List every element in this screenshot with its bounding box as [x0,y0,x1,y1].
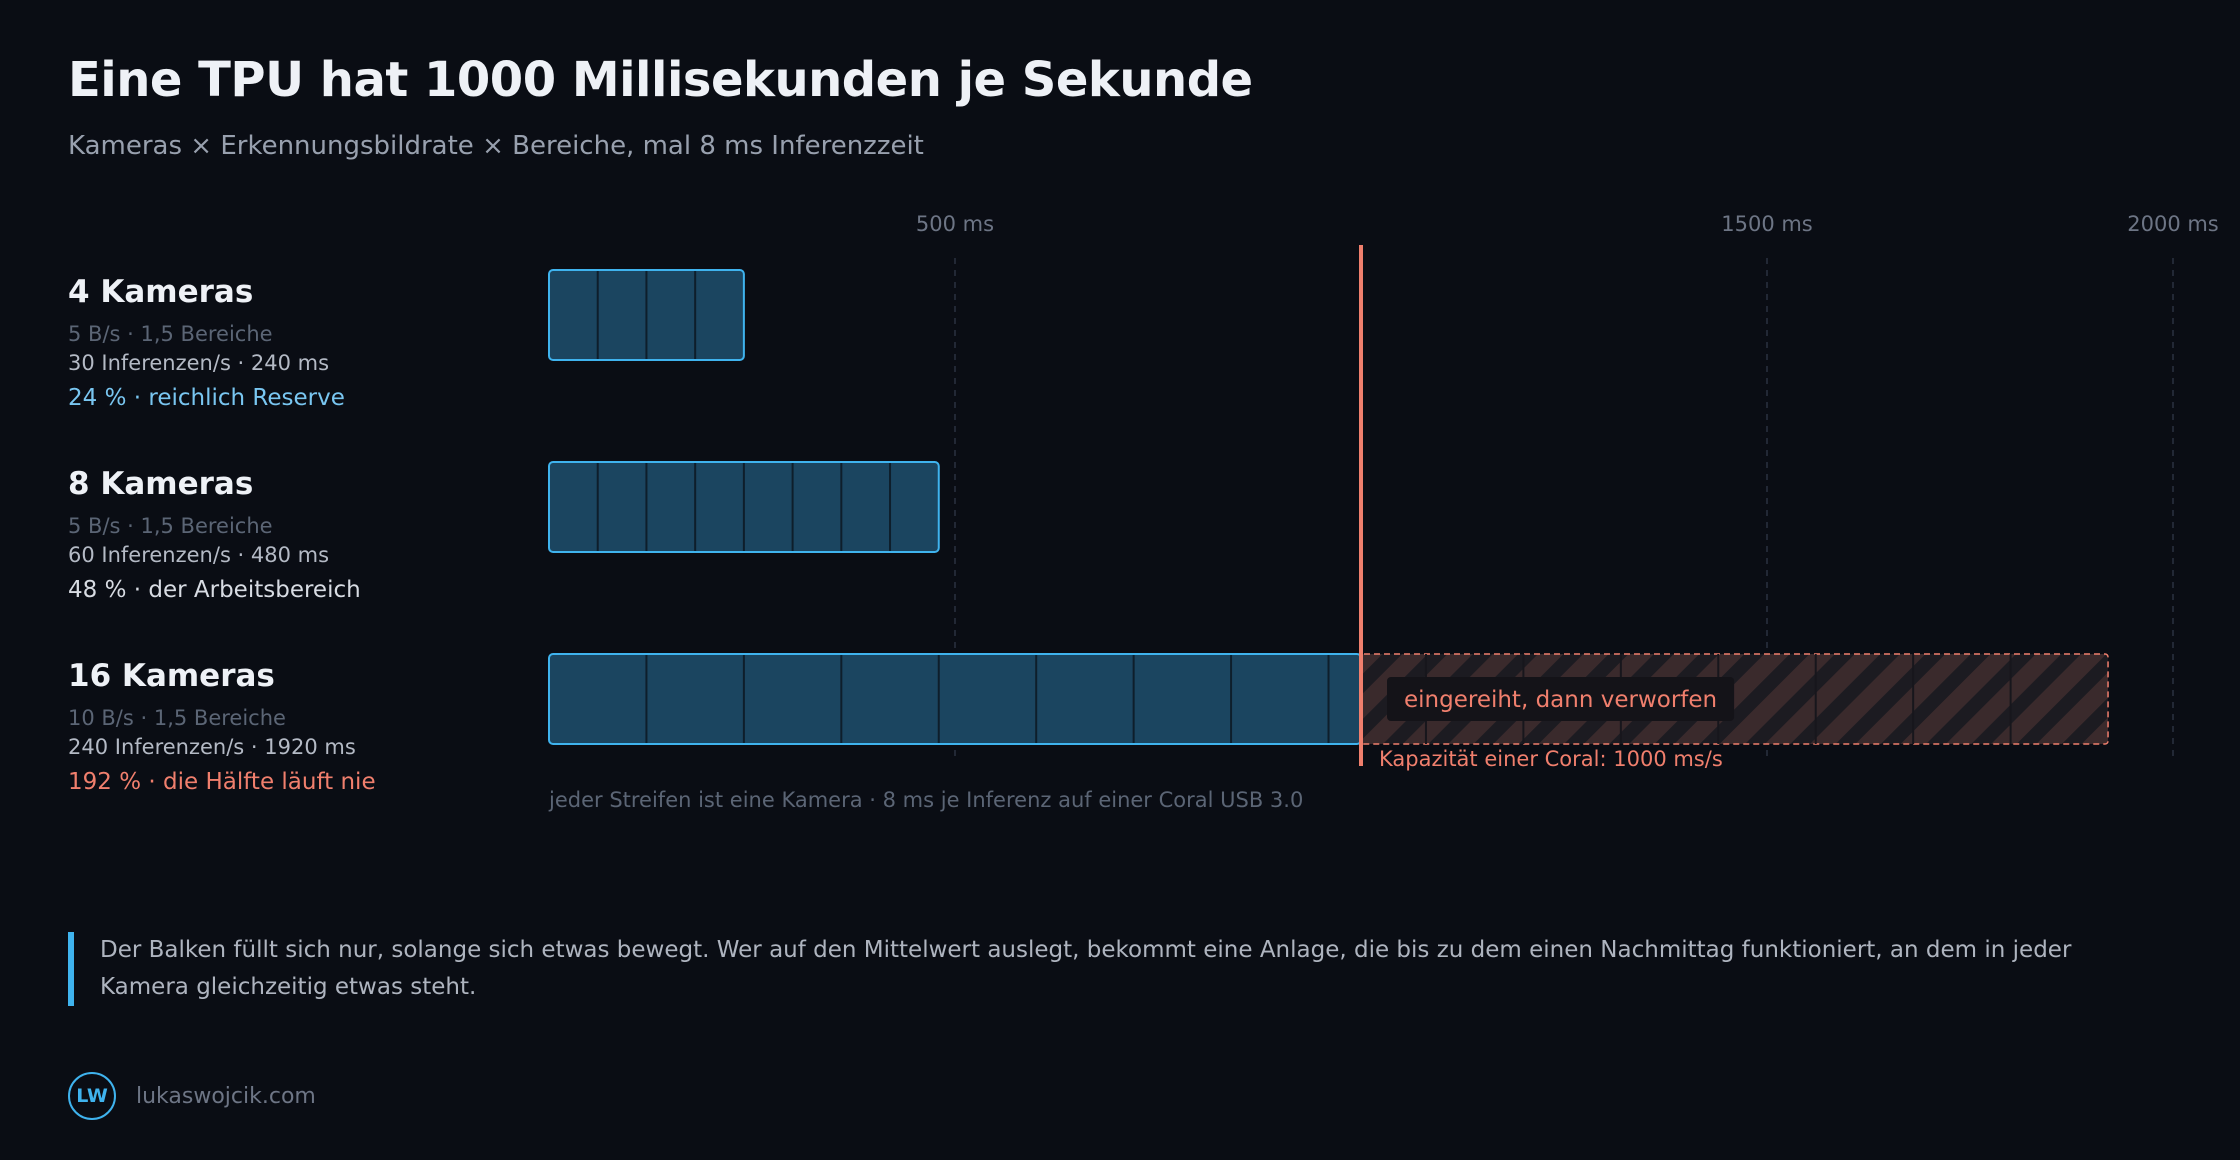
row-inference: 30 Inferenzen/s · 240 ms [68,351,330,375]
overflow-label: eingereiht, dann verworfen [1404,687,1717,713]
row-label-4-cameras: 4 Kameras 5 B/s · 1,5 Bereiche 30 Infere… [68,272,345,414]
footer: LW lukaswojcik.com [68,1072,316,1120]
row-name: 8 Kameras [68,466,254,502]
row-name: 16 Kameras [68,658,275,694]
bar [549,654,1361,744]
chart-note: jeder Streifen ist eine Kamera · 8 ms je… [548,788,1303,812]
bar-border [548,269,745,361]
row-inference: 240 Inferenzen/s · 1920 ms [68,735,356,759]
callout-note: Der Balken füllt sich nur, solange sich … [68,932,2120,1006]
overflow-label-bg [1387,677,1735,721]
bar-border [548,461,940,553]
row-utilization: 24 % · reichlich Reserve [68,385,345,411]
row-label-16-cameras: 16 Kameras 10 B/s · 1,5 Bereiche 240 Inf… [68,656,376,798]
tick-label: 1500 ms [1721,212,1813,236]
site-url: lukaswojcik.com [136,1083,316,1109]
capacity-label: Kapazität einer Coral: 1000 ms/s [1379,747,1723,771]
tick-label: 2000 ms [2127,212,2219,236]
row-label-8-cameras: 8 Kameras 5 B/s · 1,5 Bereiche 60 Infere… [68,464,361,606]
tick-label: 500 ms [916,212,994,236]
chart-title: Eine TPU hat 1000 Millisekunden je Sekun… [68,52,1253,108]
row-meta: 5 B/s · 1,5 Bereiche [68,514,273,538]
row-utilization: 192 % · die Hälfte läuft nie [68,769,376,795]
row-utilization: 48 % · der Arbeitsbereich [68,577,361,603]
row-meta: 10 B/s · 1,5 Bereiche [68,706,286,730]
chart-subtitle: Kameras × Erkennungsbildrate × Bereiche,… [68,131,924,161]
logo-badge: LW [68,1072,116,1120]
row-name: 4 Kameras [68,274,254,310]
row-meta: 5 B/s · 1,5 Bereiche [68,322,273,346]
row-inference: 60 Inferenzen/s · 480 ms [68,543,330,567]
